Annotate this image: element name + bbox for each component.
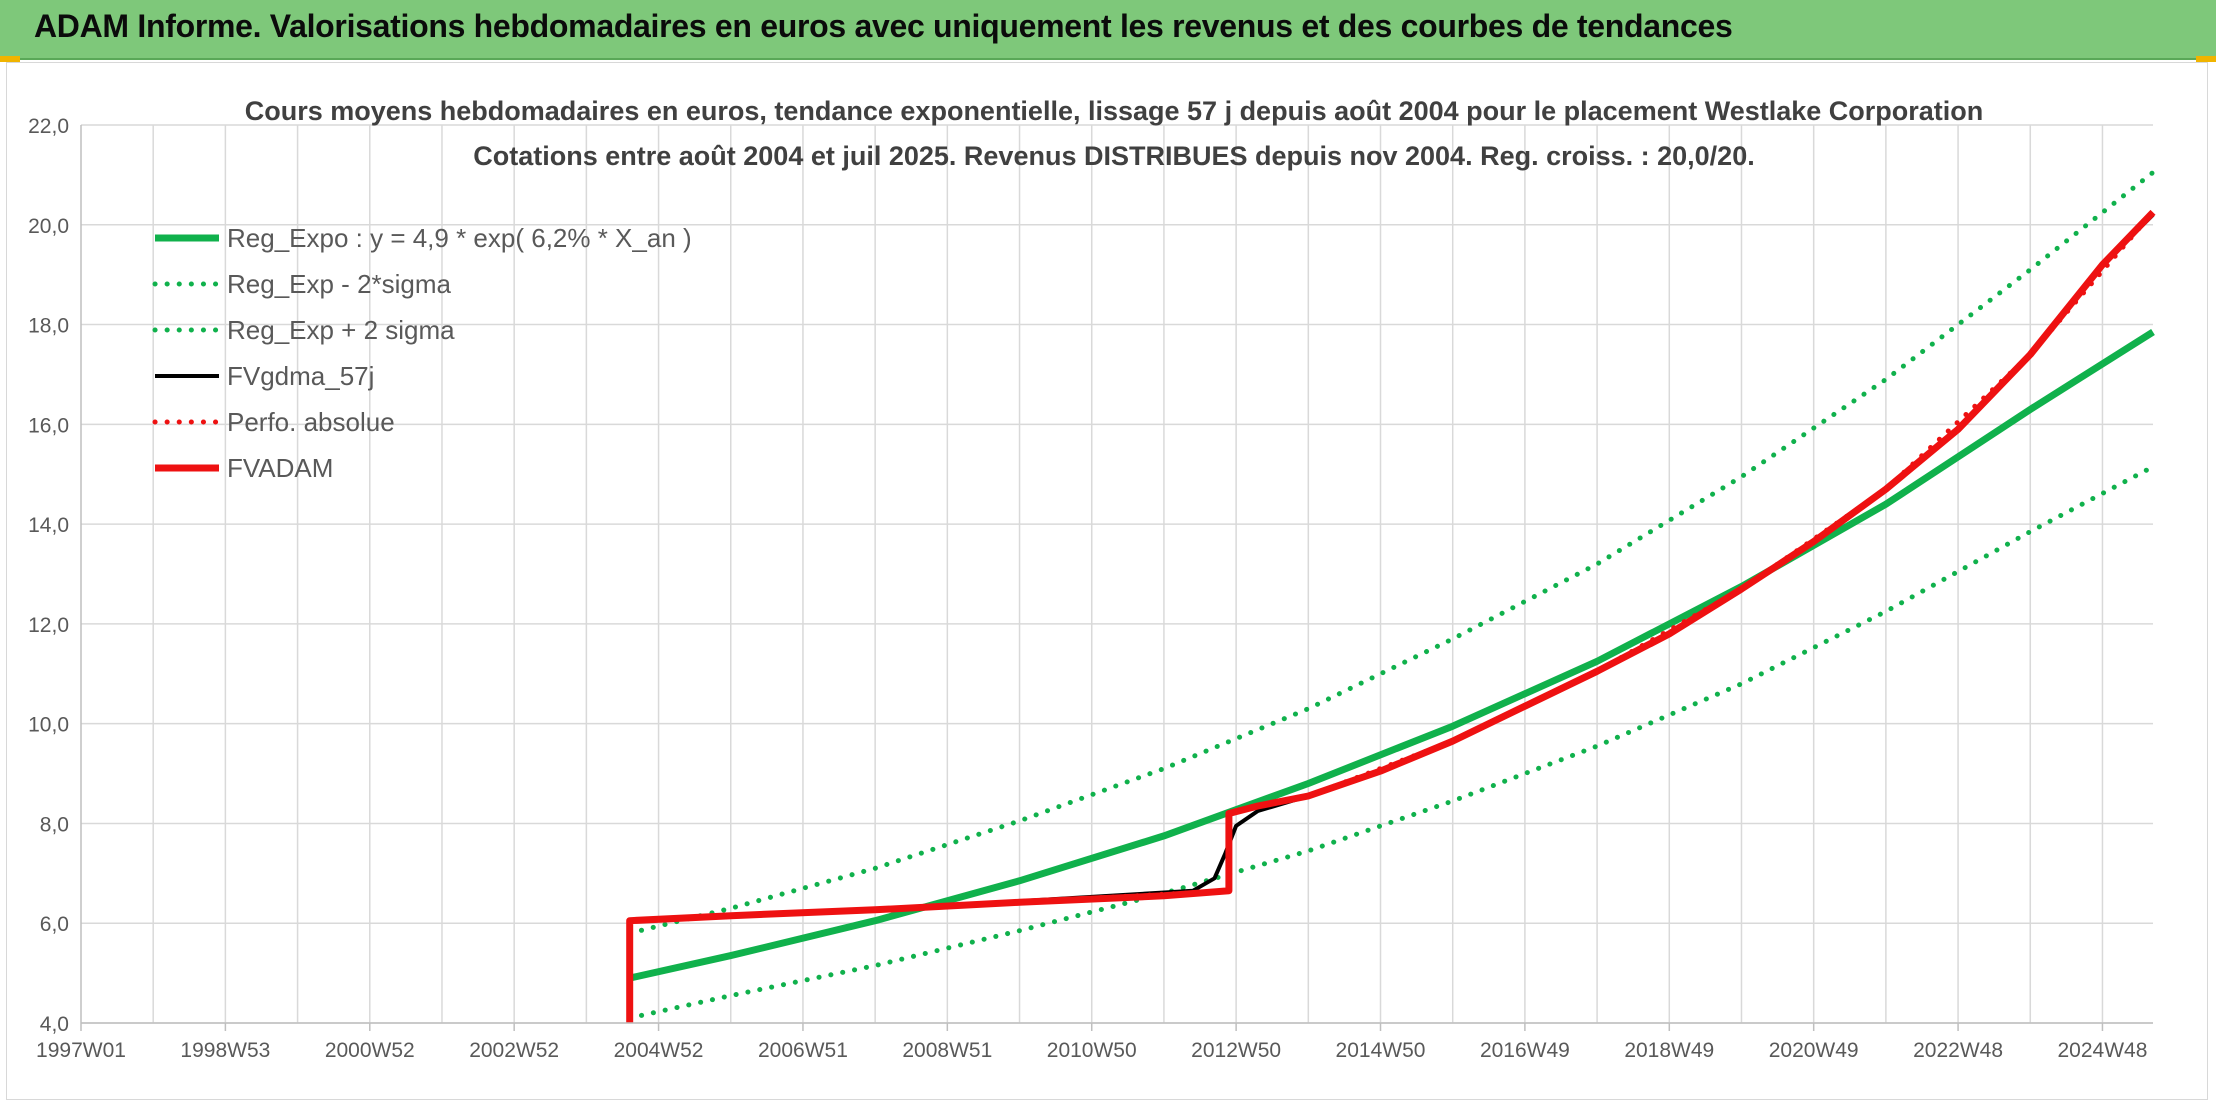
x-tick-label: 2010W50	[1047, 1039, 1137, 1062]
x-tick-label: 1998W53	[180, 1039, 270, 1062]
x-tick-label: 1997W01	[36, 1039, 126, 1062]
series-line-2	[627, 464, 2156, 1021]
legend-label-1: Reg_Expo : y = 4,9 * exp( 6,2% * X_an )	[227, 223, 692, 253]
y-tick-label: 10,0	[28, 714, 69, 737]
series-line-5	[627, 209, 2156, 924]
legend-label-3: Reg_Exp + 2 sigma	[227, 315, 455, 345]
y-tick-label: 4,0	[40, 1013, 69, 1036]
y-tick-label: 22,0	[28, 115, 69, 138]
x-tick-label: 2020W49	[1769, 1039, 1859, 1062]
x-tick-label: 2008W51	[902, 1039, 992, 1062]
y-tick-label: 6,0	[40, 913, 69, 936]
y-tick-label: 18,0	[28, 315, 69, 338]
legend-label-4: FVgdma_57j	[227, 361, 374, 391]
x-tick-label: 2006W51	[758, 1039, 848, 1062]
series-line-1	[628, 329, 2155, 982]
corner-mark-right	[2196, 56, 2216, 62]
chart-title-line1: Cours moyens hebdomadaires en euros, ten…	[245, 96, 1984, 126]
series-line-4	[629, 213, 2155, 923]
line-chart: 4,0 6,0 8,0 10,0 12,0 14,0 16,0 18,0 20,0 22,0 199…	[28, 96, 2156, 1062]
chart-frame: 4,0 6,0 8,0 10,0 12,0 14,0 16,0 18,0 20,0 22,0 199…	[6, 62, 2208, 1100]
legend-label-5: Perfo. absolue	[227, 407, 395, 437]
x-tick-label: 2016W49	[1480, 1039, 1570, 1062]
x-tick-label: 2018W49	[1624, 1039, 1714, 1062]
x-tick-label: 2022W48	[1913, 1039, 2003, 1062]
series-line-3	[627, 169, 2156, 936]
y-tick-label: 20,0	[28, 215, 69, 238]
series-layer	[626, 169, 2156, 1023]
y-tick-label: 14,0	[28, 514, 69, 537]
y-tick-label: 8,0	[40, 813, 69, 836]
legend-label-2: Reg_Exp - 2*sigma	[227, 269, 452, 299]
y-tick-label: 12,0	[28, 614, 69, 637]
corner-mark-left	[0, 56, 20, 62]
legend-label-6: FVADAM	[227, 453, 333, 483]
x-tick-label: 2000W52	[325, 1039, 415, 1062]
chart-title-line2: Cotations entre août 2004 et juil 2025. …	[473, 141, 1754, 171]
grid-layer	[81, 124, 2153, 1024]
x-tick-label: 2002W52	[469, 1039, 559, 1062]
x-tick-label: 2004W52	[614, 1039, 704, 1062]
series-line-6	[626, 209, 2156, 1023]
x-tick-label: 2014W50	[1336, 1039, 1426, 1062]
legend: Reg_Expo : y = 4,9 * exp( 6,2% * X_an ) R…	[152, 223, 692, 483]
x-tick-label: 2024W48	[2058, 1039, 2148, 1062]
page-title: ADAM Informe. Valorisations hebdomadaire…	[34, 8, 1733, 44]
header-bar: ADAM Informe. Valorisations hebdomadaire…	[0, 0, 2216, 60]
axis-layer: 4,0 6,0 8,0 10,0 12,0 14,0 16,0 18,0 20,0 22,0 199…	[28, 115, 2153, 1062]
x-tick-label: 2012W50	[1191, 1039, 1281, 1062]
y-tick-label: 16,0	[28, 414, 69, 437]
